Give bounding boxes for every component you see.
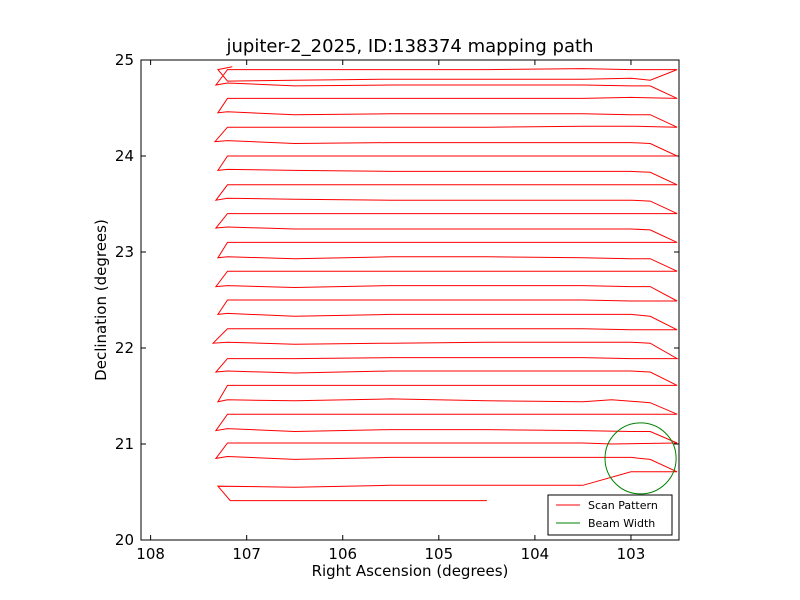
scan-pattern-line (211, 66, 679, 502)
y-tick-label: 24 (115, 147, 134, 165)
x-tick-label: 106 (328, 545, 357, 563)
x-tick-label: 103 (617, 545, 646, 563)
y-axis-label: Declination (degrees) (92, 219, 110, 381)
y-tick-label: 22 (115, 339, 134, 357)
y-tick-label: 25 (115, 51, 134, 69)
y-tick-label: 23 (115, 243, 134, 261)
legend-scan-pattern-label: Scan Pattern (588, 499, 658, 512)
x-tick-label: 107 (232, 545, 261, 563)
x-tick-label: 108 (136, 545, 165, 563)
x-tick-label: 105 (425, 545, 454, 563)
y-tick-label: 21 (115, 435, 134, 453)
chart-title: jupiter-2_2025, ID:138374 mapping path (226, 36, 594, 57)
legend: Scan Pattern Beam Width (547, 494, 673, 536)
legend-frame (547, 494, 673, 536)
x-tick-label: 104 (521, 545, 550, 563)
x-axis-label: Right Ascension (degrees) (312, 562, 509, 580)
legend-beam-width-label: Beam Width (588, 517, 655, 530)
series-layer (211, 66, 679, 502)
axis-ticks: 108 107 106 105 104 103 20 21 22 23 24 25 (115, 51, 679, 563)
beam-width-circle (604, 422, 677, 495)
y-tick-label: 20 (115, 531, 134, 549)
